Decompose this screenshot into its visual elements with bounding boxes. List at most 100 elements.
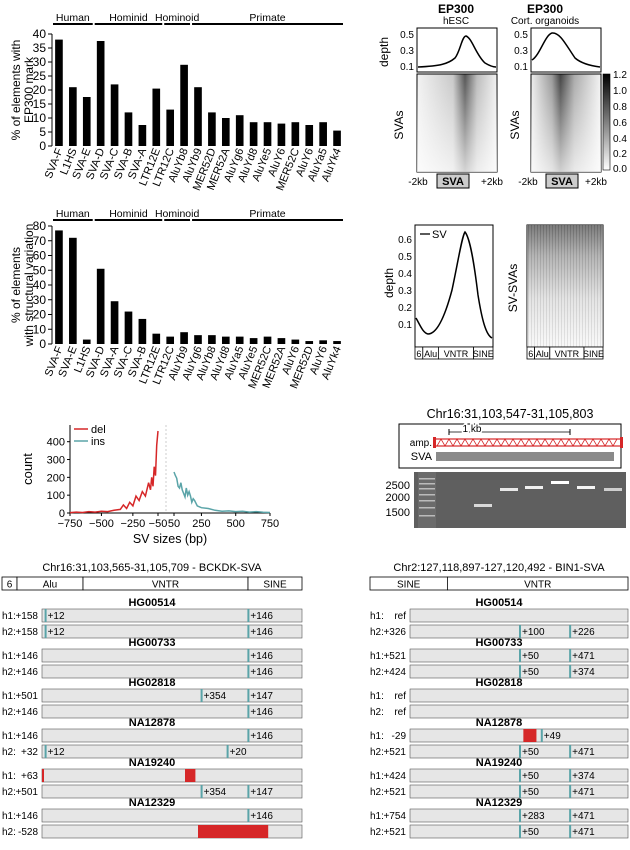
y-tick-label: 20 [33,83,47,97]
bar [110,84,119,146]
segment-label: VNTR [152,580,179,591]
x-axis-label: SV sizes (bp) [133,532,207,546]
haplotype-value: +146 [15,707,38,718]
x-tick-label: 750 [261,518,279,530]
bar [82,339,91,344]
bar [180,332,188,344]
insertion-marker [519,625,521,638]
haplotype-value: -528 [18,827,38,838]
hesc-depth-label: depth [377,37,391,67]
sv-ytick-02: 0.2 [398,303,412,314]
y-tick-label: 5 [39,125,46,139]
bar [194,335,202,344]
hesc-subtitle: hESC [443,16,469,27]
bar [277,123,286,146]
sv-profile-line [415,230,493,339]
bar [305,341,314,344]
haplotype-label: h2: [2,627,16,638]
sample-name: HG00733 [128,637,175,649]
gel-sva-label: SVA [411,451,433,463]
haplotype-track [41,808,303,823]
haplotype-label: h2: [370,787,384,798]
bar [69,87,77,146]
bar [249,122,258,146]
insertion-marker [519,809,521,822]
bar [235,115,244,146]
insertion-label: +147 [250,691,273,702]
y-tick-label: 30 [33,293,47,307]
bckdk-haplotype-panel: Chr16:31,103,565-31,105,709 - BCKDK-SVA 6… [1,562,303,839]
sample-name: NA12878 [129,717,175,729]
insertion-label: +471 [572,811,595,822]
sample-name: NA19240 [129,757,175,769]
haplotype-title: Chr16:31,103,565-31,105,709 - BCKDK-SVA [42,562,262,574]
segment-label: VNTR [524,580,551,591]
group-label: Primate [249,12,285,24]
y-tick-label: 30 [33,55,47,69]
segment-box [583,346,604,360]
haplotype-label: h2: [2,747,16,758]
insertion-label: +283 [522,811,545,822]
sv-ytick-06: 0.6 [398,235,412,246]
deletion-block [523,729,537,742]
sv-profile-panel: depth 0.6 0.5 0.4 0.3 0.2 0.1 SV 6 Alu VNT… [382,224,604,360]
haplotype-value: +158 [15,627,38,638]
sv-ytick-05: 0.5 [398,252,412,263]
segment-box [473,346,494,360]
insertion-marker [569,809,572,822]
gel-amp-label: amp. [410,438,432,449]
insertion-marker [247,625,250,638]
y-tick-label: 80 [33,219,47,233]
haplotype-label: h1: [2,811,16,822]
insertion-marker [247,729,250,742]
y-tick-label: 20 [33,308,47,322]
organoid-ytick-05: 0.5 [514,30,528,41]
segment-box [247,576,303,591]
insertion-label: +12 [48,627,65,638]
x-tick-label: 50 [168,518,180,530]
segment-label: SINE [397,580,421,591]
sv-legend: SV [432,229,447,241]
sample-name: HG00514 [128,597,176,609]
insertion-marker [226,745,229,758]
insertion-label: +146 [250,667,273,678]
haplotype-label: h2: [2,827,16,838]
y-tick-label: 200 [47,472,65,484]
sv-profile-frame [414,224,494,348]
haplotype-track [41,688,303,703]
haplotype-value: +424 [383,667,406,678]
insertion-label: +20 [230,747,247,758]
insertion-marker [247,665,250,678]
haplotype-track [41,768,303,783]
y-axis-label: count [20,453,35,485]
x-tick-label: −50 [149,518,168,530]
insertion-label: +374 [572,667,595,678]
haplotype-track [409,704,629,719]
insertion-marker [200,785,203,798]
y-tick-label: 50 [33,263,47,277]
sample-name: NA12878 [476,717,522,729]
insertion-marker [247,705,250,718]
deletion-block [198,825,269,838]
bar [110,301,119,344]
y-tick-label: 25 [33,69,47,83]
sv-size-line-chart: 0 100 200 300 400 −750 −500 −250 −50 50 250 500 750 S… [20,424,279,546]
insertion-marker [519,745,521,758]
insertion-label: +471 [572,787,595,798]
segment-label: VNTR [555,349,580,359]
haplotype-label: h2: [370,747,384,758]
haplotype-track [41,744,303,759]
group-label: Hominoid [155,208,200,220]
haplotype-value: +146 [15,667,38,678]
group-label: Hominoid [155,12,200,24]
bar [208,112,216,146]
bar [152,333,161,344]
haplotype-track [41,704,303,719]
haplotype-label: h1: [2,771,16,782]
colorbar-0.4: 0.4 [613,134,627,145]
bar [138,125,147,146]
haplotype-value: +146 [15,731,38,742]
haplotype-value: +521 [383,747,406,758]
y-tick-label: 40 [33,27,47,41]
